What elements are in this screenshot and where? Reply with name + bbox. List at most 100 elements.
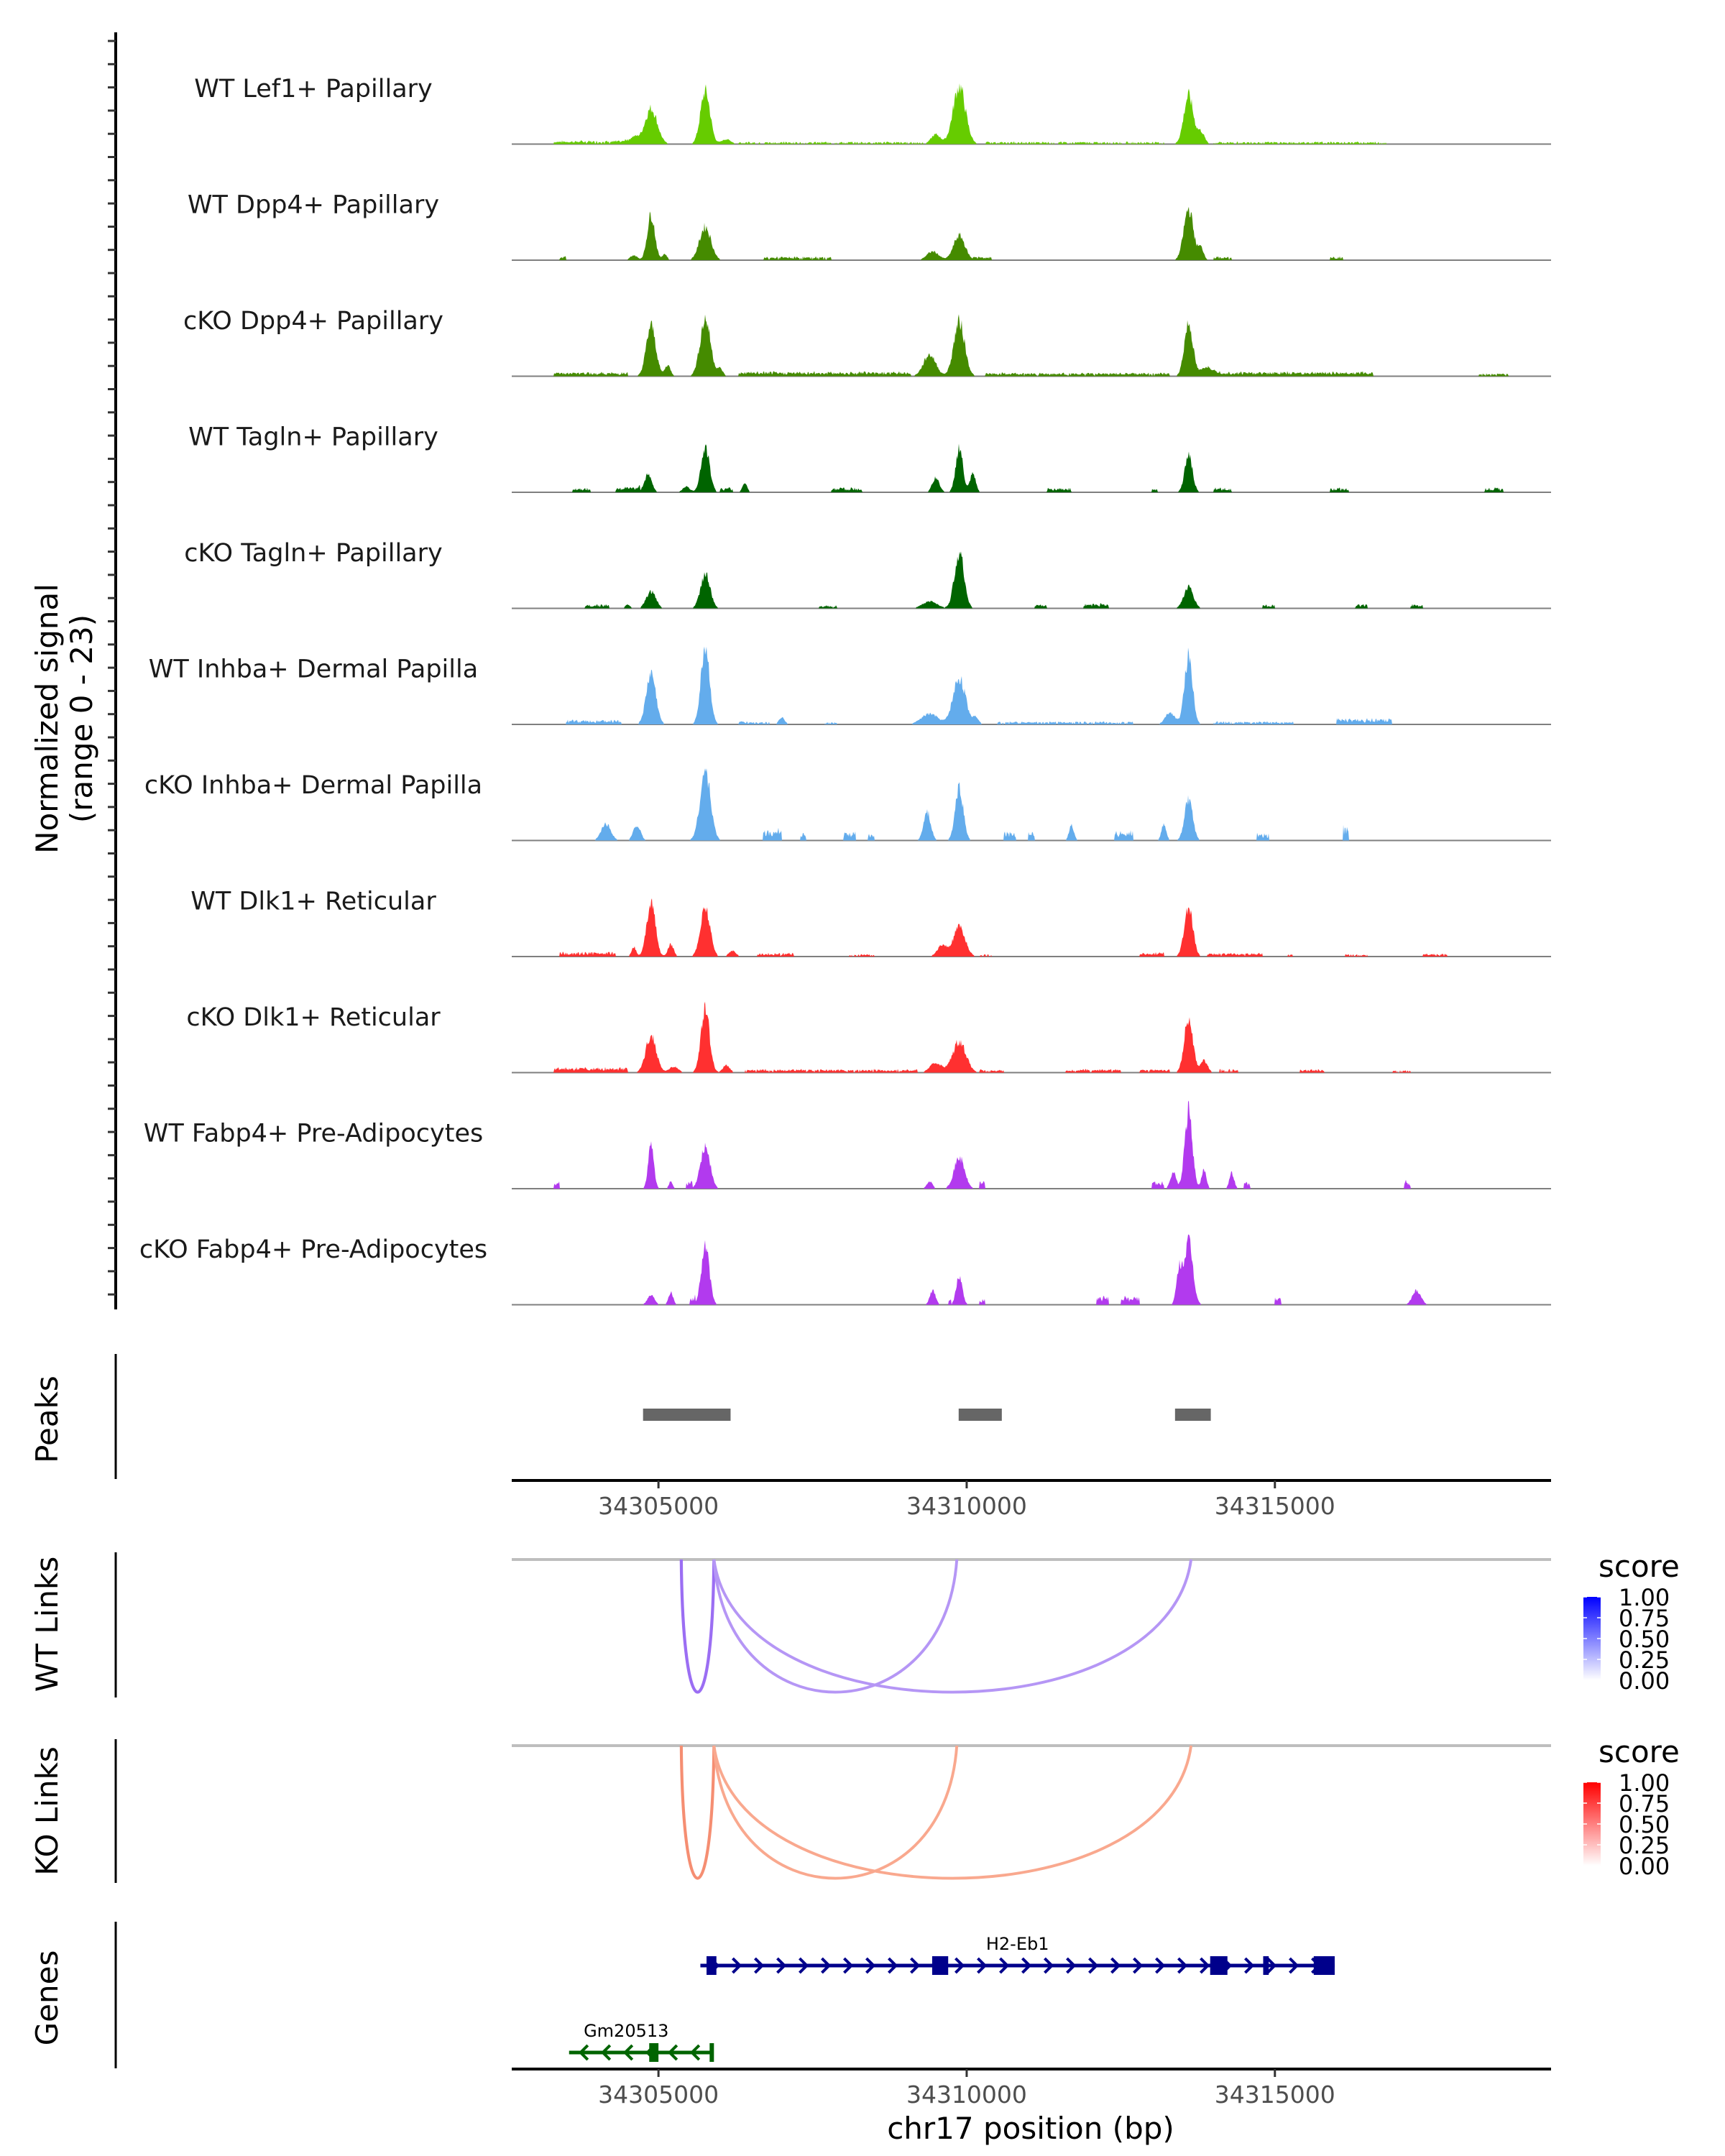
genes-label: Genes	[29, 1950, 65, 2046]
coverage-y-axis-title: Normalized signal (range 0 - 23)	[29, 584, 99, 854]
strand-chevron	[977, 1957, 988, 1974]
exon	[709, 2043, 714, 2062]
wt-links-track	[512, 1558, 1551, 1694]
x-tick-label: 34305000	[598, 1492, 719, 1520]
coverage-area	[512, 443, 1551, 492]
strand-chevron	[622, 2044, 634, 2061]
legend-title: score	[1598, 1734, 1680, 1769]
x-tick-label: 34315000	[1215, 2081, 1335, 2109]
strand-chevron	[1177, 1957, 1188, 1974]
legend-tick-label: 1.00	[1619, 1769, 1670, 1797]
legend-tick-label: 0.50	[1619, 1811, 1670, 1838]
coverage-area	[512, 898, 1551, 957]
link-arc	[679, 1745, 716, 1880]
strand-chevron	[821, 1957, 832, 1974]
exon	[932, 1956, 949, 1975]
strand-chevron	[1044, 1957, 1054, 1974]
exon	[1313, 1956, 1335, 1975]
track-label: cKO Inhba+ Dermal Papilla	[144, 771, 482, 800]
coverage-area	[512, 314, 1551, 377]
legend-tick-label: 0.25	[1619, 1646, 1670, 1674]
x-axis-title: chr17 position (bp)	[887, 2111, 1174, 2146]
legend-title: score	[1598, 1549, 1680, 1584]
coverage-area	[512, 646, 1551, 724]
legend-tick-label: 0.75	[1619, 1605, 1670, 1632]
wt-links-title: WT Links	[29, 1557, 65, 1692]
coverage-tracks: WT Lef1+ Papillary WT Dpp4+ Papillary cKO …	[139, 75, 1551, 1306]
legend-tick-label: 0.25	[1619, 1832, 1670, 1859]
strand-chevron	[1200, 1957, 1210, 1974]
strand-chevron	[1266, 1957, 1277, 1974]
strand-chevron	[799, 1957, 809, 1974]
strand-chevron	[865, 1957, 876, 1974]
coverage-area	[512, 768, 1551, 841]
track-label: WT Fabp4+ Pre-Adipocytes	[144, 1120, 483, 1148]
exon	[1210, 1956, 1228, 1975]
genes-track: H2-Eb1 Gm20513	[569, 1934, 1335, 2062]
track-label: WT Dlk1+ Reticular	[190, 888, 436, 916]
strand-chevron	[1155, 1957, 1166, 1974]
strand-chevron	[1066, 1957, 1077, 1974]
peak-region	[1174, 1409, 1211, 1421]
strand-chevron	[1088, 1957, 1099, 1974]
strand-chevron	[667, 2044, 678, 2061]
legend-tick-label: 0.75	[1619, 1790, 1670, 1818]
strand-chevron	[1244, 1957, 1255, 1974]
peaks-track-title: Peaks	[29, 1376, 65, 1463]
legend-tick-label: 1.00	[1619, 1584, 1670, 1611]
coverage-area	[512, 1100, 1551, 1189]
strand-chevron	[910, 1957, 921, 1974]
strand-chevron	[1289, 1957, 1300, 1974]
track-label: WT Lef1+ Papillary	[194, 75, 433, 103]
x-tick-label: 34310000	[906, 2081, 1027, 2109]
track-label: cKO Dpp4+ Papillary	[183, 307, 443, 336]
link-arc	[679, 1559, 716, 1694]
ko-links-title: KO Links	[29, 1746, 65, 1876]
track-label: WT Dpp4+ Papillary	[188, 191, 439, 220]
track-label: WT Inhba+ Dermal Papilla	[149, 655, 478, 684]
strand-chevron	[1133, 1957, 1144, 1974]
coverage-area	[512, 206, 1551, 260]
peaks-track	[643, 1409, 1211, 1421]
y-axis-title-line-1: Normalized signal	[29, 584, 65, 854]
track-label: cKO Dlk1+ Reticular	[186, 1003, 441, 1032]
link-arc	[712, 1559, 959, 1694]
strand-chevron	[954, 1957, 965, 1974]
exon	[707, 1956, 717, 1975]
strand-chevron	[843, 1957, 854, 1974]
track-label: cKO Fabp4+ Pre-Adipocytes	[139, 1235, 487, 1264]
coverage-area	[512, 551, 1551, 609]
strand-chevron	[1110, 1957, 1121, 1974]
track-label: WT Tagln+ Papillary	[188, 423, 438, 452]
wt-links-label: WT Links	[29, 1557, 65, 1692]
peaks-label: Peaks	[29, 1376, 65, 1463]
peaks-x-axis: 34305000 34310000 34315000	[512, 1479, 1551, 1520]
ko-links-label: KO Links	[29, 1746, 65, 1876]
x-tick-label: 34310000	[906, 1492, 1027, 1520]
exon	[1263, 1956, 1269, 1975]
strand-chevron	[732, 1957, 742, 1974]
gene-name: H2-Eb1	[986, 1934, 1049, 1954]
genes-track-title: Genes	[29, 1950, 65, 2046]
genes-x-axis: 34305000 34310000 34315000	[512, 2068, 1551, 2109]
strand-chevron	[888, 1957, 898, 1974]
exon	[649, 2043, 659, 2062]
legend-tick-label: 0.00	[1619, 1853, 1670, 1880]
coverage-area	[512, 1001, 1551, 1073]
peak-region	[643, 1409, 731, 1421]
peak-region	[958, 1409, 1002, 1421]
y-axis-title-line-2: (range 0 - 23)	[64, 614, 99, 823]
strand-chevron	[1021, 1957, 1032, 1974]
link-arc	[712, 1745, 959, 1880]
ko-links-track	[512, 1744, 1551, 1880]
legend-tick-label: 0.50	[1619, 1626, 1670, 1653]
gene-name: Gm20513	[584, 2021, 668, 2041]
track-label: cKO Tagln+ Papillary	[184, 539, 443, 568]
strand-chevron	[689, 2044, 701, 2061]
x-tick-label: 34305000	[598, 2081, 719, 2109]
strand-chevron	[999, 1957, 1010, 1974]
coverage-y-axis-ticks	[108, 40, 116, 1296]
